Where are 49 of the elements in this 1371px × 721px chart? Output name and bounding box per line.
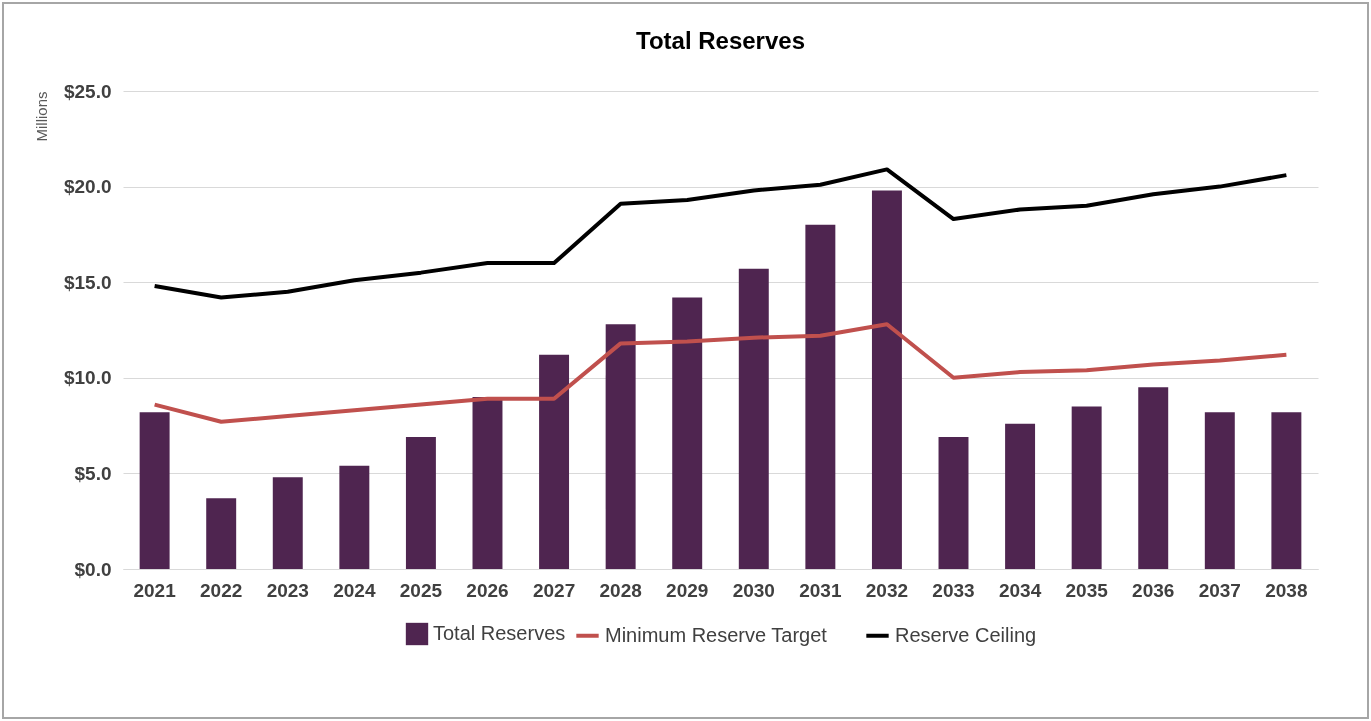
y-axis-title: Millions bbox=[32, 91, 50, 142]
bar bbox=[605, 324, 636, 569]
bar bbox=[1271, 412, 1302, 569]
x-tick-label: 2023 bbox=[266, 579, 309, 601]
bar bbox=[1138, 387, 1169, 569]
bar bbox=[1204, 412, 1235, 569]
bar bbox=[805, 224, 836, 569]
x-tick-label: 2026 bbox=[466, 579, 509, 601]
legend-label: Minimum Reserve Target bbox=[605, 623, 828, 646]
x-tick-label: 2035 bbox=[1065, 579, 1109, 601]
bar bbox=[339, 465, 370, 569]
bar bbox=[139, 412, 170, 569]
line-series bbox=[152, 167, 1289, 300]
bar bbox=[539, 354, 570, 569]
x-tick-label: 2033 bbox=[932, 579, 975, 601]
y-tick-label: $0.0 bbox=[74, 558, 112, 580]
y-tick-label: $5.0 bbox=[74, 462, 112, 484]
x-tick-label: 2031 bbox=[799, 579, 842, 601]
x-tick-label: 2022 bbox=[200, 579, 243, 601]
bar bbox=[938, 437, 969, 569]
x-tick-label: 2036 bbox=[1132, 579, 1175, 601]
bar bbox=[871, 190, 902, 569]
line-series bbox=[152, 322, 1289, 424]
y-tick-label: $20.0 bbox=[63, 176, 112, 198]
x-tick-label: 2037 bbox=[1198, 579, 1241, 601]
y-tick-label: $10.0 bbox=[63, 367, 112, 389]
bar bbox=[206, 498, 237, 569]
x-tick-label: 2032 bbox=[865, 579, 909, 601]
bar bbox=[672, 297, 703, 569]
legend-label: Reserve Ceiling bbox=[895, 623, 1037, 646]
x-tick-label: 2024 bbox=[333, 579, 376, 601]
x-tick-label: 2030 bbox=[732, 579, 775, 601]
bar bbox=[272, 477, 303, 569]
bar bbox=[738, 268, 769, 569]
x-tick-label: 2034 bbox=[998, 579, 1042, 601]
x-tick-label: 2029 bbox=[666, 579, 709, 601]
bar bbox=[1071, 406, 1102, 569]
chart-title: Total Reserves bbox=[636, 27, 805, 54]
x-tick-label: 2038 bbox=[1265, 579, 1308, 601]
y-tick-label: $15.0 bbox=[63, 271, 112, 293]
x-tick-label: 2027 bbox=[532, 579, 576, 601]
y-tick-label: $25.0 bbox=[63, 80, 112, 102]
bar bbox=[472, 396, 503, 569]
legend-label: Total Reserves bbox=[433, 622, 566, 644]
x-tick-label: 2025 bbox=[399, 579, 443, 601]
x-tick-label: 2021 bbox=[133, 579, 177, 601]
x-tick-label: 2028 bbox=[599, 579, 642, 601]
bar bbox=[1005, 423, 1036, 569]
bar bbox=[405, 437, 436, 569]
